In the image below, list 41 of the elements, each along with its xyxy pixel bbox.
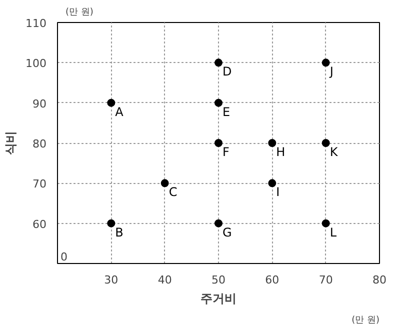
annotation: A [115,104,124,119]
point [214,98,222,107]
x-tick-label: 80 [372,274,386,286]
annotation: I [276,185,280,200]
annotation: B [115,225,124,240]
x-tick-label: 60 [265,274,280,286]
annotation: E [222,104,230,119]
x-tick-label: 40 [158,274,172,286]
annotation: D [222,64,232,79]
annotation: 0 [60,250,68,264]
point [214,139,222,147]
y-tick-label: 110 [26,17,47,30]
y-tick-label: 100 [26,57,47,70]
x-tick-label: 50 [212,274,226,286]
point [107,219,116,228]
annotation: L [330,225,337,240]
point [268,179,276,188]
text: (만 원) [66,8,94,18]
y-axis-title: 식비 [4,131,18,155]
text: (만 원) [352,316,380,326]
x-tick-label: 30 [104,274,118,286]
x-axis-title: 주거비 [200,292,236,306]
point [107,98,116,107]
annotation: G [222,225,232,240]
point [322,139,330,147]
point [160,179,169,188]
annotation: K [330,145,339,159]
y-tick-label: 80 [32,138,47,150]
x-tick-label: 70 [318,274,333,286]
annotation: F [222,145,230,159]
point [214,219,222,228]
point [322,219,330,228]
annotation: C [168,185,178,200]
point [322,58,330,67]
point [268,139,276,147]
y-tick-label: 70 [32,178,47,191]
annotation: H [276,145,286,159]
point [214,58,222,67]
y-tick-label: 90 [32,97,47,110]
y-tick-label: 60 [32,218,47,231]
annotation: J [328,64,334,79]
